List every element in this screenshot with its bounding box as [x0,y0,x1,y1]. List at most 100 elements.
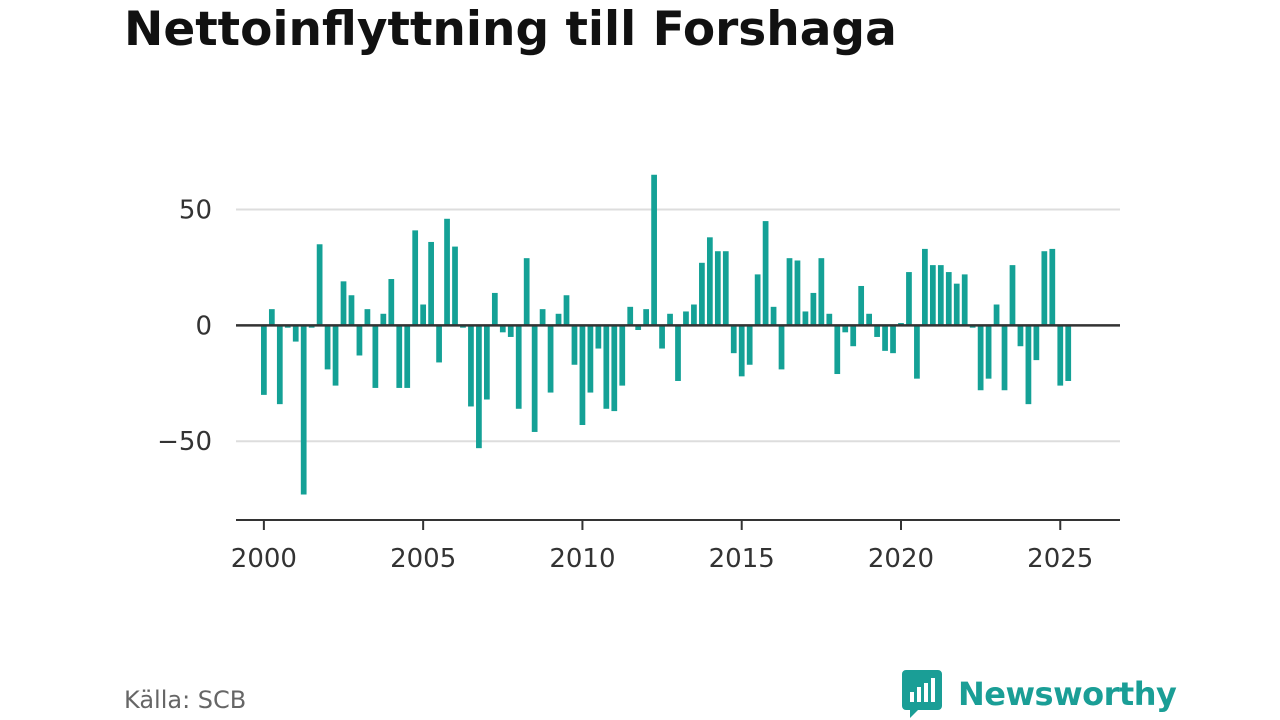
bar [1001,325,1008,391]
bar [595,325,602,349]
bar [1025,325,1032,405]
bar [547,325,554,393]
bar [874,325,880,337]
bar [651,174,657,326]
bar [635,325,642,330]
bar [388,279,395,326]
bar [364,309,371,326]
bar [611,325,618,412]
bar [659,325,665,349]
bar [531,325,538,432]
bar [1033,325,1040,361]
bar [571,325,578,365]
bar [340,281,347,326]
bar [914,325,920,379]
bar [404,325,411,388]
x-tick-label: 2005 [390,544,456,574]
bar [523,258,530,326]
bar [699,262,705,326]
bar [770,306,777,326]
bar [882,325,888,351]
bar [268,309,275,326]
bar [683,311,689,326]
bar [953,283,960,326]
bar [810,292,817,326]
bar [324,325,331,370]
bar [332,325,339,386]
bar [858,285,865,326]
bars [261,174,1072,495]
brand-logo: Newsworthy [902,670,1177,718]
bar [850,325,857,347]
bar [722,251,729,326]
axes [236,324,1120,530]
bar [1057,325,1064,386]
bar [738,325,745,377]
bar [826,313,833,326]
bar [866,313,873,326]
bar [452,246,458,326]
y-tick-label: 50 [179,196,212,226]
source-label: Källa: SCB [124,686,247,714]
bar [396,325,403,388]
bar [1017,325,1024,347]
bar [1041,251,1048,326]
bar [730,325,737,354]
gridlines [236,208,1120,443]
bar [754,274,761,326]
bar [356,325,363,356]
bar [818,258,825,326]
bar [579,325,586,425]
bar [977,325,984,391]
bar [890,325,896,354]
bar [619,325,626,386]
newsworthy-logo-icon [902,670,942,718]
bar [420,304,427,326]
bar [412,230,419,326]
bar [300,325,307,495]
bar [428,241,434,326]
bar [261,325,267,395]
bar [587,325,594,393]
bar [380,313,387,326]
y-tick-label: 0 [195,311,212,341]
bar [985,325,992,379]
bar [906,272,912,326]
bar [563,295,570,326]
x-tick-label: 2000 [231,544,297,574]
bar [468,325,474,407]
bar [834,325,841,375]
page-title: Nettoinflyttning till Forshaga [124,2,897,57]
bar [667,313,673,326]
x-tick-label: 2015 [709,544,775,574]
bar [675,325,681,381]
bar [643,309,650,326]
bar [842,325,849,333]
bar [627,306,634,326]
bar [603,325,610,409]
bar [945,272,952,326]
bar [499,325,506,333]
bar [714,251,721,326]
x-tick-label: 2010 [549,544,615,574]
bar [1009,265,1016,326]
bar [706,237,713,326]
bar [691,304,697,326]
x-tick-label: 2020 [868,544,934,574]
bar [762,221,769,326]
bar [348,295,355,326]
bar [539,309,546,326]
bar [483,325,490,400]
bar [491,292,498,326]
bar [507,325,514,337]
bar [1049,248,1056,326]
tick-labels: −50 0 50 2000 2005 2010 2015 2020 2025 [157,196,1093,574]
bar [515,325,522,409]
brand-name: Newsworthy [958,675,1177,713]
bar [316,244,323,326]
bar [929,265,936,326]
bar [444,218,450,326]
bar [794,260,801,326]
bar [372,325,379,388]
